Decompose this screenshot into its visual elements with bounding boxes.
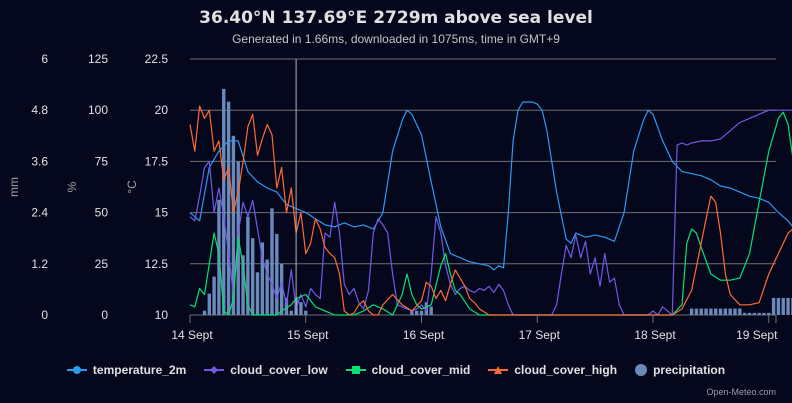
y-tick-label: 12.5 — [145, 257, 169, 271]
cloud-cover-high-line[interactable] — [189, 105, 792, 316]
y-tick-label: 50 — [95, 206, 109, 220]
precipitation-bar[interactable] — [704, 308, 708, 315]
legend-label: temperature_2m — [92, 363, 187, 377]
x-tick-label: 15 Sept — [287, 328, 329, 342]
precipitation-bar[interactable] — [289, 310, 293, 315]
precipitation-bar[interactable] — [414, 310, 419, 315]
legend-item-cloud-cover-high[interactable]: cloud_cover_high — [488, 363, 617, 377]
y-axis-title: mm — [7, 177, 21, 197]
legend-label: precipitation — [653, 363, 726, 377]
y-tick-label: 17.5 — [145, 154, 169, 168]
precipitation-bar[interactable] — [299, 302, 303, 315]
precipitation-bar[interactable] — [738, 308, 742, 315]
y-tick-label: 1.2 — [31, 257, 48, 271]
y-tick-label: 4.8 — [31, 103, 48, 117]
precipitation-bar[interactable] — [718, 308, 723, 315]
y-tick-label: 100 — [88, 103, 108, 117]
y-tick-label: 22.5 — [145, 52, 169, 66]
precipitation-bar[interactable] — [207, 293, 211, 315]
x-tick-label: 19 Sept — [736, 328, 778, 342]
precipitation-bar[interactable] — [304, 310, 308, 315]
precipitation-bar[interactable] — [757, 312, 761, 315]
legend-symbol — [204, 366, 225, 374]
precipitation-bar[interactable] — [723, 308, 728, 315]
chart-title: 36.40°N 137.69°E 2729m above sea level — [199, 8, 593, 28]
precipitation-bar[interactable] — [776, 297, 781, 315]
precipitation-bar[interactable] — [251, 238, 255, 315]
precipitation-bar[interactable] — [694, 308, 699, 315]
precipitation-bar[interactable] — [202, 310, 207, 315]
precipitation-bar[interactable] — [246, 216, 250, 315]
precipitation-bar[interactable] — [410, 310, 414, 315]
cloud-cover-low-line[interactable] — [189, 109, 792, 316]
precipitation-bar[interactable] — [742, 312, 747, 315]
precipitation-bar[interactable] — [699, 308, 703, 315]
precipitation-bar[interactable] — [762, 312, 766, 315]
legend-symbol — [635, 364, 648, 376]
precipitation-bar[interactable] — [733, 308, 737, 315]
y-tick-label: 15 — [155, 206, 169, 220]
legend-symbol — [488, 366, 509, 374]
precipitation-bar[interactable] — [265, 259, 269, 315]
y-tick-label: 10 — [155, 308, 169, 322]
legend-label: cloud_cover_high — [514, 363, 618, 377]
x-tick-label: 18 Sept — [634, 328, 676, 342]
y-tick-label: 2.4 — [31, 206, 48, 220]
precipitation-bar[interactable] — [222, 88, 226, 315]
y-tick-label: 75 — [95, 154, 109, 168]
y-tick-label: 0 — [101, 308, 108, 322]
precipitation-bar[interactable] — [284, 297, 289, 315]
legend-symbol — [345, 366, 366, 374]
legend-item-cloud-cover-mid[interactable]: cloud_cover_mid — [345, 363, 471, 377]
legend-item-cloud-cover-low[interactable]: cloud_cover_low — [204, 363, 328, 377]
x-tick-label: 17 Sept — [519, 328, 561, 342]
precipitation-bar[interactable] — [709, 308, 713, 315]
precipitation-bar[interactable] — [714, 308, 718, 315]
precipitation-bar[interactable] — [279, 263, 284, 315]
precipitation-bar[interactable] — [429, 306, 433, 315]
chart-subtitle: Generated in 1.66ms, downloaded in 1075m… — [232, 32, 560, 46]
precipitation-bar[interactable] — [728, 308, 732, 315]
precipitation-bar[interactable] — [771, 297, 776, 315]
precipitation-bar[interactable] — [781, 297, 785, 315]
legend-label: cloud_cover_low — [230, 363, 328, 377]
legend: temperature_2m cloud_cover_low cloud_cover… — [0, 363, 792, 377]
legend-label: cloud_cover_mid — [371, 363, 471, 377]
precipitation-bar[interactable] — [747, 312, 752, 315]
y-axis-title: % — [65, 181, 79, 192]
precipitation-bar[interactable] — [419, 310, 424, 315]
x-tick-label: 16 Sept — [403, 328, 445, 342]
precipitation-bar[interactable] — [786, 297, 790, 315]
y-tick-label: 25 — [95, 257, 109, 271]
y-tick-label: 125 — [88, 52, 108, 66]
legend-symbol — [66, 366, 87, 374]
precipitation-bar[interactable] — [255, 272, 260, 315]
precipitation-bar[interactable] — [226, 101, 231, 316]
precipitation-bar[interactable] — [752, 312, 756, 315]
precipitation-bar[interactable] — [689, 308, 694, 315]
precipitation-bar[interactable] — [241, 255, 245, 315]
legend-item-temperature-2m[interactable]: temperature_2m — [66, 363, 187, 377]
y-tick-label: 20 — [155, 103, 169, 117]
y-tick-label: 6 — [41, 52, 48, 66]
precipitation-bar[interactable] — [260, 242, 265, 315]
precipitation-bar[interactable] — [767, 312, 771, 315]
precipitation-bar[interactable] — [270, 208, 274, 315]
y-axis-title: °C — [125, 180, 139, 194]
precipitation-bar[interactable] — [275, 233, 279, 315]
temperature-2m-line[interactable] — [189, 101, 792, 271]
credits-link[interactable]: Open-Meteo.com — [706, 387, 776, 397]
y-tick-label: 0 — [41, 308, 48, 322]
precipitation-bar[interactable] — [212, 276, 216, 315]
y-tick-label: 3.6 — [31, 154, 48, 168]
legend-item-precipitation[interactable]: precipitation — [635, 363, 725, 377]
cloud-cover-mid-line[interactable] — [189, 111, 792, 316]
x-tick-label: 14 Sept — [171, 328, 213, 342]
precipitation-bar[interactable] — [231, 135, 236, 315]
